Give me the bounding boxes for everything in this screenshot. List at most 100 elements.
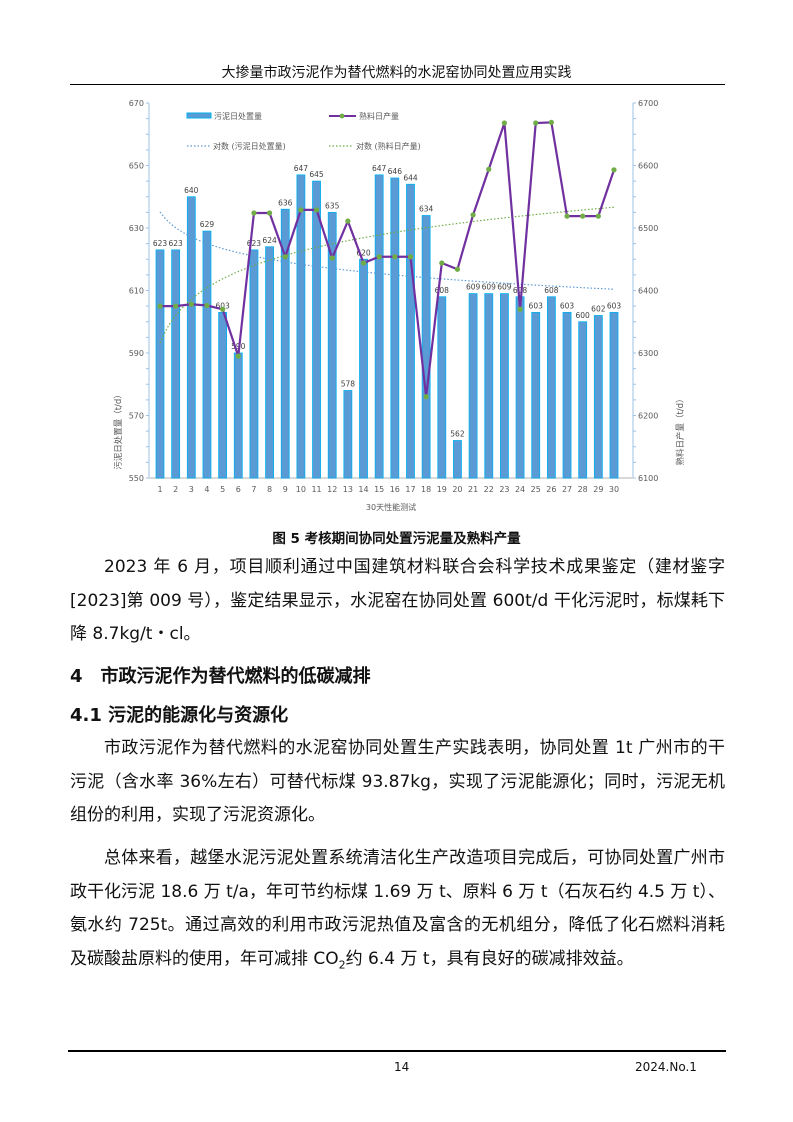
x-tick-label: 6 xyxy=(236,485,241,494)
bar-data-label: 603 xyxy=(215,301,230,310)
x-tick-label: 23 xyxy=(499,485,509,494)
left-tick-label: 570 xyxy=(129,412,144,421)
paragraph-summary: 总体来看，越堡水泥污泥处置系统清洁化生产改造项目完成后，可协同处置广州市政干化污… xyxy=(70,842,725,981)
clinker-point-day-16 xyxy=(392,254,398,260)
right-tick-label: 6100 xyxy=(638,474,658,483)
legend-bar-label: 污泥日处置量 xyxy=(214,111,262,121)
right-tick-label: 6600 xyxy=(638,162,658,171)
legend-trend-sludge-label: 对数 (污泥日处置量) xyxy=(213,141,286,151)
bar-data-label: 623 xyxy=(153,239,168,248)
x-tick-label: 19 xyxy=(437,485,447,494)
footer-rule xyxy=(68,1050,726,1052)
clinker-point-day-28 xyxy=(580,213,586,219)
bar-data-label: 635 xyxy=(325,201,340,210)
x-tick-label: 28 xyxy=(578,485,588,494)
clinker-point-day-24 xyxy=(517,306,523,312)
bar-day-9 xyxy=(280,208,290,479)
clinker-point-day-4 xyxy=(204,302,210,309)
left-tick-label: 610 xyxy=(129,287,144,296)
x-tick-label: 8 xyxy=(267,485,272,494)
legend-bar-swatch xyxy=(186,112,212,119)
bar-day-17 xyxy=(406,183,415,479)
x-tick-label: 10 xyxy=(296,485,306,494)
bar-data-label: 645 xyxy=(309,170,324,179)
clinker-point-day-10 xyxy=(298,207,304,213)
bar-day-20 xyxy=(453,440,462,479)
summary-text-b: 约 6.4 万 t，具有良好的碳减排效益。 xyxy=(345,948,634,969)
bar-day-26 xyxy=(546,296,556,479)
right-axis-title: 熟料日产量（t/d） xyxy=(675,394,686,465)
bar-day-5 xyxy=(218,311,228,479)
legend-line-marker xyxy=(339,113,345,119)
bar-data-label: 609 xyxy=(466,283,481,292)
clinker-point-day-30 xyxy=(611,167,617,173)
left-tick-label: 650 xyxy=(129,162,144,171)
x-tick-label: 14 xyxy=(358,485,368,494)
bar-day-16 xyxy=(390,177,400,479)
bar-day-24 xyxy=(515,296,525,479)
bar-data-label: 623 xyxy=(247,239,262,248)
left-axis-title: 污泥日处置量（t/d） xyxy=(113,390,124,470)
clinker-point-day-11 xyxy=(313,207,320,213)
figure-caption: 图 5 考核期间协同处置污泥量及熟料产量 xyxy=(272,531,521,547)
clinker-point-day-13 xyxy=(345,218,351,224)
bar-data-label: 608 xyxy=(513,286,528,295)
x-tick-label: 15 xyxy=(374,485,384,494)
x-tick-label: 22 xyxy=(484,485,494,494)
bar-data-label: 603 xyxy=(607,301,622,310)
x-tick-label: 29 xyxy=(593,485,603,494)
bar-day-4 xyxy=(202,230,212,479)
running-header: 大掺量市政污泥作为替代燃料的水泥窑协同处置应用实践 xyxy=(221,65,572,81)
trendline-clinker xyxy=(159,206,615,344)
bar-data-label: 647 xyxy=(372,164,387,173)
bar-day-8 xyxy=(265,246,274,479)
clinker-point-day-26 xyxy=(548,119,554,125)
x-tick-label: 18 xyxy=(421,485,431,494)
x-tick-label: 17 xyxy=(405,485,415,494)
clinker-point-day-19 xyxy=(439,260,445,266)
bar-day-12 xyxy=(327,211,337,479)
bar-day-28 xyxy=(578,321,588,479)
clinker-point-day-5 xyxy=(220,306,226,312)
bar-data-label: 624 xyxy=(262,236,277,245)
x-tick-label: 11 xyxy=(311,485,321,494)
bar-data-label: 603 xyxy=(529,301,544,310)
x-tick-label: 24 xyxy=(515,485,525,494)
right-tick-label: 6200 xyxy=(638,412,658,421)
bar-day-7 xyxy=(249,249,259,479)
bar-day-29 xyxy=(593,315,603,479)
bar-day-13 xyxy=(343,390,353,479)
clinker-point-day-2 xyxy=(173,303,179,309)
x-tick-label: 25 xyxy=(531,485,541,494)
clinker-point-day-9 xyxy=(282,254,288,260)
right-tick-label: 6400 xyxy=(638,287,658,296)
x-tick-label: 2 xyxy=(173,485,178,494)
co2-subscript: 2 xyxy=(338,957,346,971)
bar-day-11 xyxy=(312,180,321,479)
section-heading: 4 市政污泥作为替代燃料的低碳减排 xyxy=(70,666,371,687)
x-tick-label: 16 xyxy=(390,485,400,494)
right-tick-label: 6700 xyxy=(638,99,658,108)
issue-label: 2024.No.1 xyxy=(635,1060,697,1074)
left-tick-label: 630 xyxy=(129,224,144,233)
bar-data-label: 640 xyxy=(184,186,199,195)
x-tick-label: 3 xyxy=(189,485,194,494)
bar-data-label: 629 xyxy=(200,220,215,229)
bar-data-label: 646 xyxy=(388,167,403,176)
bar-day-23 xyxy=(500,293,509,479)
bar-data-label: 602 xyxy=(591,305,606,314)
bar-data-label: 623 xyxy=(168,239,183,248)
clinker-point-day-12 xyxy=(329,255,335,261)
header-rule xyxy=(70,84,725,85)
bar-day-27 xyxy=(562,311,572,479)
clinker-line xyxy=(160,121,616,397)
bar-day-2 xyxy=(171,249,181,479)
bar-day-3 xyxy=(186,196,196,479)
bar-day-14 xyxy=(359,258,368,479)
clinker-point-day-18 xyxy=(423,394,429,400)
bar-data-label: 609 xyxy=(497,283,512,292)
x-tick-label: 30 xyxy=(609,485,619,494)
x-tick-label: 1 xyxy=(157,485,162,494)
right-tick-label: 6500 xyxy=(638,224,658,233)
bar-data-label: 647 xyxy=(294,164,309,173)
